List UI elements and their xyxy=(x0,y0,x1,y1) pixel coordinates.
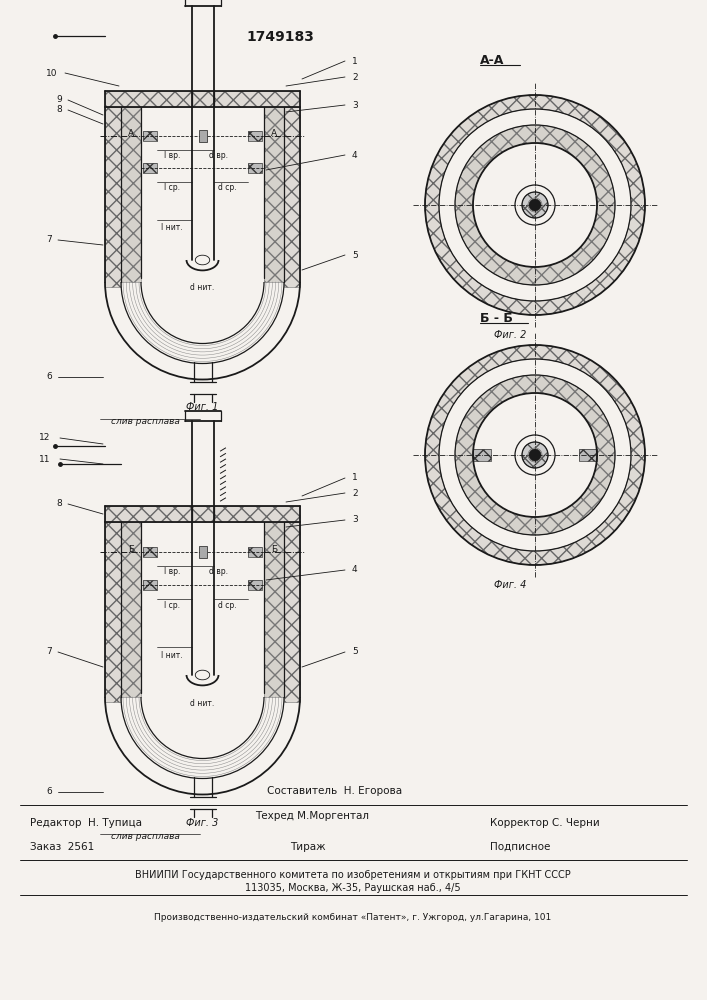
Text: 7: 7 xyxy=(46,648,52,656)
Bar xyxy=(199,546,206,558)
Circle shape xyxy=(529,449,541,461)
Bar xyxy=(264,107,284,282)
Text: Б: Б xyxy=(128,546,134,554)
Text: 3: 3 xyxy=(352,516,358,524)
Text: A: A xyxy=(128,129,134,138)
Bar xyxy=(248,580,262,590)
Bar xyxy=(264,107,284,282)
Text: 4: 4 xyxy=(352,566,358,574)
Text: A: A xyxy=(271,129,277,138)
Bar xyxy=(105,107,121,287)
Text: 6: 6 xyxy=(46,372,52,381)
Bar xyxy=(105,506,300,522)
Text: d нит.: d нит. xyxy=(190,284,215,292)
Text: 1: 1 xyxy=(352,474,358,483)
Text: l нит.: l нит. xyxy=(161,650,183,660)
Bar xyxy=(248,131,262,141)
Text: Подписное: Подписное xyxy=(490,842,550,852)
Text: Производственно-издательский комбинат «Патент», г. Ужгород, ул.Гагарина, 101: Производственно-издательский комбинат «П… xyxy=(154,914,551,922)
Text: Фиг. 2: Фиг. 2 xyxy=(493,330,526,340)
Bar xyxy=(143,547,157,557)
Text: 3: 3 xyxy=(352,101,358,109)
Bar xyxy=(143,580,157,590)
Bar xyxy=(105,506,300,522)
Bar xyxy=(248,131,262,141)
Text: ВНИИПИ Государственного комитета по изобретениям и открытиям при ГКНТ СССР: ВНИИПИ Государственного комитета по изоб… xyxy=(135,870,571,880)
Bar xyxy=(143,580,157,590)
Bar xyxy=(248,163,262,173)
Bar xyxy=(199,130,206,142)
Bar xyxy=(248,547,262,557)
Bar xyxy=(264,522,284,697)
Text: d вр.: d вр. xyxy=(209,151,228,160)
Text: Редактор  Н. Тупица: Редактор Н. Тупица xyxy=(30,818,142,828)
Text: d нит.: d нит. xyxy=(190,698,215,708)
Text: 1749183: 1749183 xyxy=(246,30,314,44)
Bar xyxy=(143,163,157,173)
Text: 4: 4 xyxy=(352,150,358,159)
Bar xyxy=(473,449,491,461)
Text: l нит.: l нит. xyxy=(161,224,183,232)
Text: A-A: A-A xyxy=(480,53,504,66)
Text: 2: 2 xyxy=(352,488,358,497)
Text: d ср.: d ср. xyxy=(218,600,237,609)
Text: Фиг. 3: Фиг. 3 xyxy=(186,818,218,828)
Bar xyxy=(473,449,491,461)
Bar xyxy=(248,547,262,557)
Bar xyxy=(143,547,157,557)
Text: d ср.: d ср. xyxy=(218,184,237,192)
Bar xyxy=(284,522,300,702)
Bar xyxy=(121,522,141,697)
Text: 8: 8 xyxy=(57,499,62,508)
Text: d вр.: d вр. xyxy=(209,568,228,576)
Text: 8: 8 xyxy=(57,105,62,114)
Text: 113035, Москва, Ж-35, Раушская наб., 4/5: 113035, Москва, Ж-35, Раушская наб., 4/5 xyxy=(245,883,461,893)
Bar xyxy=(579,449,597,461)
Text: Б - Б: Б - Б xyxy=(480,312,513,324)
Text: l ср.: l ср. xyxy=(164,184,180,192)
Bar xyxy=(143,163,157,173)
Text: слив расплава: слив расплава xyxy=(110,417,180,426)
Bar xyxy=(284,107,300,287)
Text: 12: 12 xyxy=(39,434,50,442)
Text: 9: 9 xyxy=(57,96,62,104)
Bar xyxy=(284,107,300,287)
Text: 1: 1 xyxy=(352,56,358,66)
Bar xyxy=(105,91,300,107)
Bar xyxy=(264,522,284,697)
Text: Фиг. 1: Фиг. 1 xyxy=(186,402,218,412)
Circle shape xyxy=(529,199,541,211)
Bar xyxy=(121,107,141,282)
Text: 7: 7 xyxy=(46,235,52,244)
Bar xyxy=(143,131,157,141)
Text: 6: 6 xyxy=(46,787,52,796)
Bar xyxy=(105,107,121,287)
Text: Б: Б xyxy=(271,546,277,554)
Bar xyxy=(143,131,157,141)
Text: 5: 5 xyxy=(352,250,358,259)
Bar xyxy=(105,91,300,107)
Bar xyxy=(121,522,141,697)
Bar xyxy=(105,522,121,702)
Text: l ср.: l ср. xyxy=(164,600,180,609)
Bar xyxy=(579,449,597,461)
Text: слив расплава: слив расплава xyxy=(110,832,180,841)
Bar xyxy=(121,107,141,282)
Text: 11: 11 xyxy=(38,454,50,464)
Text: Заказ  2561: Заказ 2561 xyxy=(30,842,94,852)
Text: Составитель  Н. Егорова: Составитель Н. Егорова xyxy=(267,786,402,796)
Text: 10: 10 xyxy=(45,68,57,78)
Text: Техред М.Моргентал: Техред М.Моргентал xyxy=(255,811,369,821)
Bar xyxy=(105,522,121,702)
Text: 2: 2 xyxy=(352,73,358,82)
Text: 5: 5 xyxy=(352,648,358,656)
Text: Тираж: Тираж xyxy=(290,842,326,852)
Text: Корректор С. Черни: Корректор С. Черни xyxy=(490,818,600,828)
Text: Фиг. 4: Фиг. 4 xyxy=(493,580,526,590)
Bar xyxy=(248,163,262,173)
Bar xyxy=(248,580,262,590)
Text: l вр.: l вр. xyxy=(164,568,180,576)
Bar xyxy=(284,522,300,702)
Text: l вр.: l вр. xyxy=(164,151,180,160)
